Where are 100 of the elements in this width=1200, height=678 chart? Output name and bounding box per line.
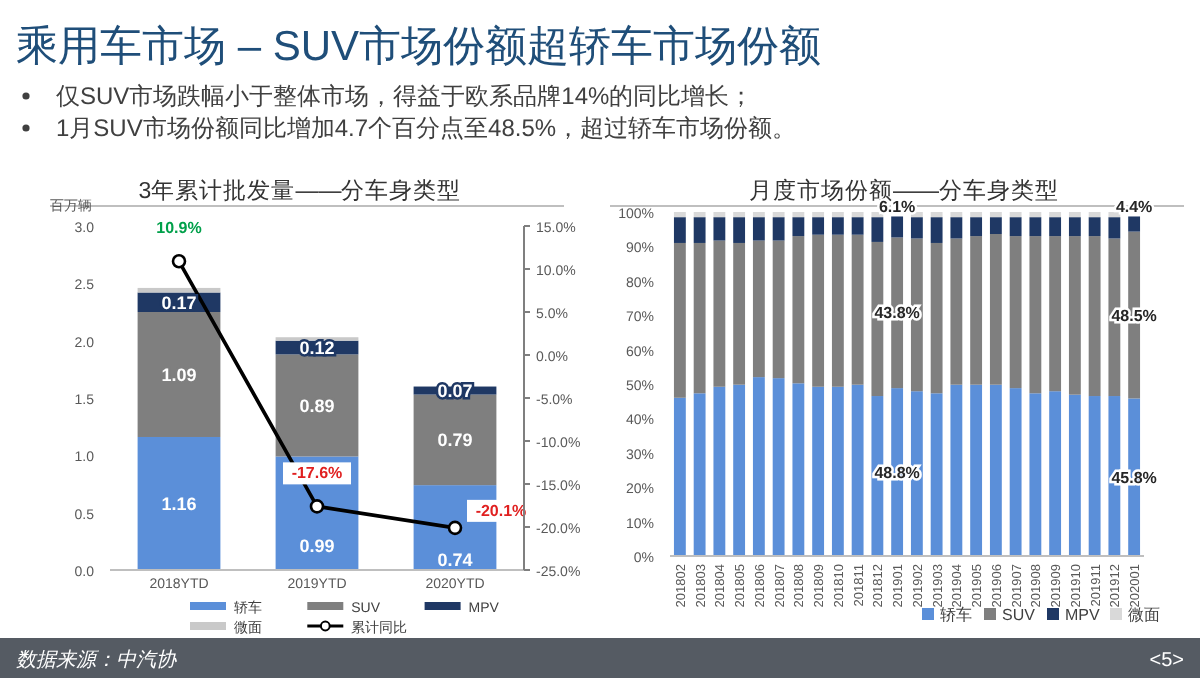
bar xyxy=(1088,236,1101,397)
bar xyxy=(989,234,1002,385)
data-label: 1.09 xyxy=(161,364,197,385)
legend-label: SUV xyxy=(1002,606,1037,624)
bar xyxy=(752,217,765,241)
bar xyxy=(673,242,686,398)
text: 1月SUV市场份额同比增加4.7个百分点至48.5%，超过轿车市场份额。 xyxy=(56,114,797,142)
bar xyxy=(989,217,1002,235)
bar xyxy=(950,217,963,239)
bar xyxy=(1049,212,1062,218)
bar xyxy=(970,236,983,385)
bar xyxy=(1068,236,1081,395)
text: 仅SUV市场跌幅小于整体市场，得益于欧系品牌14%的同比增长； xyxy=(56,82,754,110)
legend-label: 微面 xyxy=(1128,606,1160,624)
bar xyxy=(792,217,805,237)
text: 乘用车市场 – SUV市场份额超轿车市场份额 xyxy=(16,24,822,70)
bar xyxy=(1128,216,1141,232)
bar xyxy=(950,238,963,385)
bar xyxy=(930,242,943,394)
bar xyxy=(989,384,1002,556)
bar xyxy=(812,234,825,387)
bar xyxy=(1009,388,1022,556)
bar xyxy=(1068,217,1081,237)
data-label: 1.16 xyxy=(161,493,197,514)
legend-label: MPV xyxy=(1065,606,1101,624)
bar xyxy=(1049,236,1062,392)
bar xyxy=(950,212,963,218)
bar xyxy=(733,212,746,218)
bar xyxy=(693,217,706,243)
chart-title: 月度市场份额——分车身类型 xyxy=(749,176,1059,204)
bar xyxy=(812,212,825,218)
bar xyxy=(733,242,746,385)
legend-label: 轿车 xyxy=(940,606,972,624)
bar xyxy=(831,212,844,218)
bar xyxy=(713,217,726,241)
bar xyxy=(792,236,805,384)
bar xyxy=(1009,236,1022,389)
data-label: -17.6% xyxy=(291,464,343,483)
bar xyxy=(851,384,864,556)
data-label: 0.12 xyxy=(299,337,335,358)
bar xyxy=(772,378,785,556)
bar xyxy=(713,212,726,218)
bar xyxy=(713,240,726,387)
bar xyxy=(752,240,765,378)
bar xyxy=(831,217,844,235)
bar xyxy=(812,217,825,235)
data-label: 4.4% xyxy=(1115,198,1153,217)
data-label: 0.74 xyxy=(437,549,473,570)
bar xyxy=(733,384,746,556)
bar xyxy=(1049,391,1062,556)
bar xyxy=(871,217,884,242)
bar xyxy=(891,216,904,238)
source-note: 数据来源：中汽协 xyxy=(16,648,178,672)
bar xyxy=(970,384,983,556)
bar xyxy=(851,234,864,385)
bar xyxy=(673,217,686,243)
data-label: 0.79 xyxy=(437,430,473,451)
bar xyxy=(1088,396,1101,556)
bar xyxy=(137,436,221,570)
bar xyxy=(1009,217,1022,237)
bar xyxy=(851,212,864,218)
bar xyxy=(1068,212,1081,218)
bar xyxy=(693,393,706,556)
bar xyxy=(772,240,785,379)
bar xyxy=(713,386,726,556)
data-label: 0.89 xyxy=(299,395,335,416)
bar xyxy=(930,212,943,218)
bar xyxy=(137,287,221,293)
bar xyxy=(910,217,923,239)
bar xyxy=(970,217,983,237)
bar xyxy=(772,212,785,218)
data-label: 10.9% xyxy=(156,219,202,238)
bar xyxy=(851,217,864,235)
bar xyxy=(137,312,221,437)
bar xyxy=(989,212,1002,218)
bar xyxy=(831,386,844,556)
bar xyxy=(673,212,686,218)
bar xyxy=(930,217,943,243)
bar xyxy=(1029,236,1042,394)
bar xyxy=(752,212,765,218)
bar xyxy=(950,384,963,556)
point xyxy=(171,253,187,269)
point xyxy=(447,520,463,536)
bar xyxy=(792,383,805,556)
data-label: 0.99 xyxy=(299,535,335,556)
bar xyxy=(1029,217,1042,237)
bar xyxy=(673,397,686,556)
bar xyxy=(772,217,785,241)
bar xyxy=(792,212,805,218)
data-label: 0.17 xyxy=(161,292,197,313)
bar xyxy=(1088,212,1101,218)
bar xyxy=(1029,393,1042,556)
text: <5> xyxy=(1149,650,1185,672)
bar xyxy=(1009,212,1022,218)
bar xyxy=(1088,217,1101,237)
bar xyxy=(831,234,844,387)
point xyxy=(309,499,325,514)
bar xyxy=(733,217,746,243)
bar xyxy=(930,393,943,556)
bar xyxy=(693,212,706,218)
